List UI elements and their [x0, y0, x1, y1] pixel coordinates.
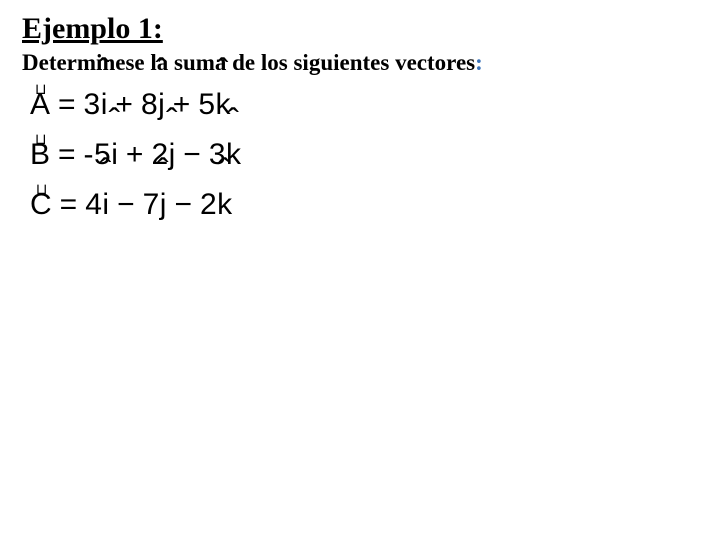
vector-arrow-icon: ⊔	[35, 82, 46, 97]
unit-vector-i-hat: i	[102, 190, 109, 220]
operator: −	[167, 190, 200, 220]
vector-symbol-a: ⊔ A	[30, 90, 51, 120]
operator: +	[118, 140, 151, 170]
equation-row-a: ⊔ A = 3i + 8j + 5k	[30, 90, 698, 120]
term-coef: 4	[85, 190, 102, 220]
example-subtitle: Determinese la suma de los siguientes ve…	[22, 50, 698, 76]
vector-symbol-c: ⊔ C	[30, 190, 52, 220]
equations-block: ⊔ A = 3i + 8j + 5k ⊔ B = -5i + 2j − 3k ⊔	[30, 90, 698, 220]
operator: −	[176, 140, 209, 170]
equation-row-c: ⊔ C = 4i − 7j − 2k	[30, 190, 698, 220]
unit-vector-j-hat: j	[169, 140, 176, 170]
subtitle-text: Determinese la suma de los siguientes ve…	[22, 50, 475, 75]
term-coef: 8	[141, 90, 158, 120]
example-title: Ejemplo 1:	[22, 12, 698, 46]
unit-vector-j-hat: j	[160, 190, 167, 220]
equation-row-b: ⊔ B = -5i + 2j − 3k	[30, 140, 698, 170]
vector-arrow-icon: ⊔	[35, 132, 46, 147]
term-coef: 2	[200, 190, 217, 220]
term-coef: 3	[84, 90, 101, 120]
unit-vector-k-hat: k	[217, 190, 233, 220]
term-coef: 7	[143, 190, 160, 220]
subtitle-colon: :	[475, 50, 483, 75]
equals-sign: =	[51, 140, 84, 170]
vector-symbol-b: ⊔ B	[30, 140, 51, 170]
operator: −	[110, 190, 143, 220]
equals-sign: =	[52, 190, 85, 220]
page-root: Ejemplo 1: Determinese la suma de los si…	[0, 0, 720, 252]
unit-vector-i-hat: i	[101, 90, 108, 120]
unit-vector-i-hat: i	[111, 140, 118, 170]
term-coef: 5	[198, 90, 215, 120]
vector-arrow-icon: ⊔	[36, 182, 47, 197]
unit-vector-j-hat: j	[158, 90, 165, 120]
equals-sign: =	[51, 90, 84, 120]
